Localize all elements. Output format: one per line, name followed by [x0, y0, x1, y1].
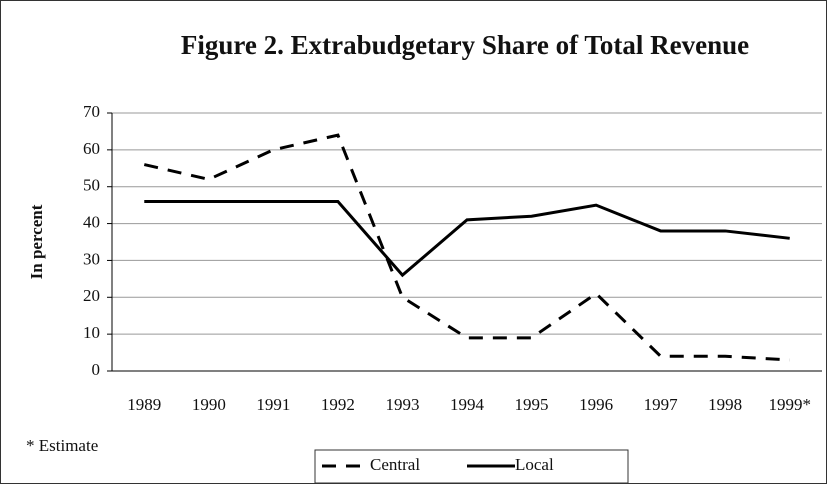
y-tick-label: 70: [83, 102, 100, 121]
legend-label: Central: [370, 455, 420, 474]
footnote: * Estimate: [26, 436, 98, 455]
x-tick-label: 1990: [192, 395, 226, 414]
y-tick-label: 20: [83, 286, 100, 305]
x-tick-label: 1994: [450, 395, 485, 414]
y-tick-label: 50: [83, 176, 100, 195]
y-tick-label: 10: [83, 323, 100, 342]
x-tick-label: 1991: [256, 395, 290, 414]
legend-label: Local: [515, 455, 554, 474]
x-tick-label: 1998: [708, 395, 742, 414]
x-tick-label: 1996: [579, 395, 613, 414]
series-line: [143, 133, 790, 362]
x-tick-label: 1995: [515, 395, 549, 414]
x-tick-label: 1992: [321, 395, 355, 414]
y-tick-label: 30: [83, 249, 100, 268]
y-tick-label: 60: [83, 139, 100, 158]
x-tick-label: 1993: [385, 395, 419, 414]
chart-title: Figure 2. Extrabudgetary Share of Total …: [181, 30, 749, 60]
y-axis-label: In percent: [27, 204, 46, 279]
series-line: [144, 199, 790, 278]
x-tick-label: 1999*: [768, 395, 811, 414]
y-tick-label: 0: [92, 360, 101, 379]
y-tick-label: 40: [83, 212, 100, 231]
x-tick-label: 1997: [644, 395, 679, 414]
x-tick-label: 1989: [127, 395, 161, 414]
